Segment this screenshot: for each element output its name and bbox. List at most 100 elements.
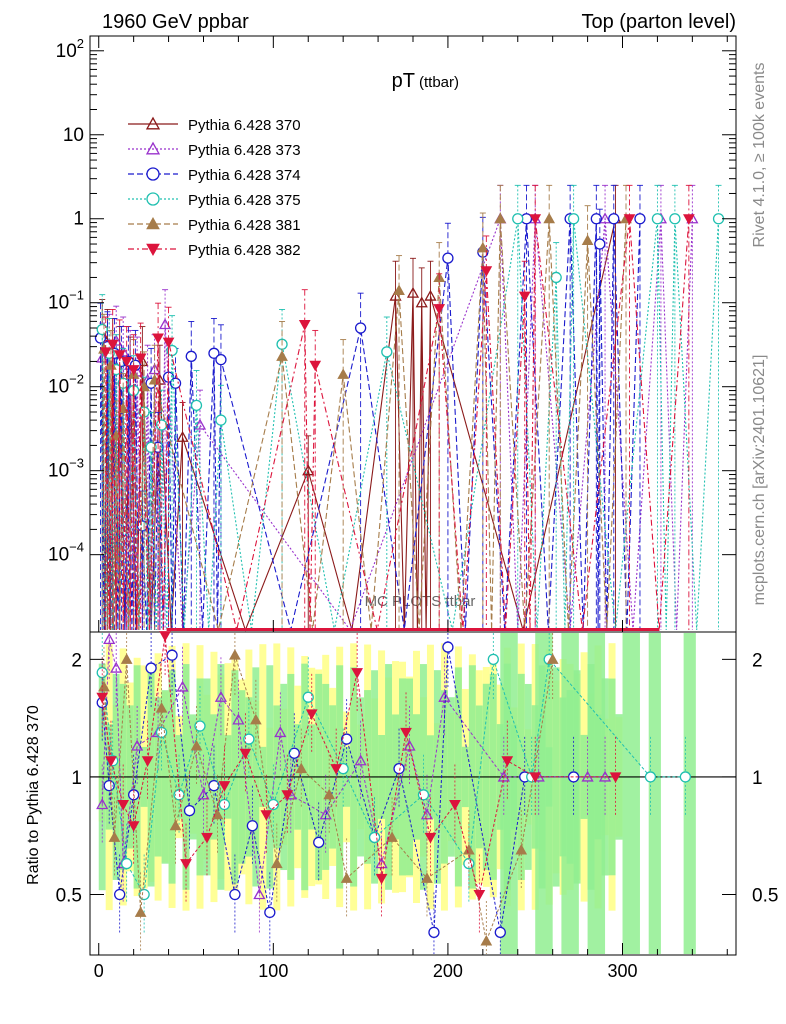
- ratio-point: [515, 843, 528, 855]
- ratio-band-green: [622, 633, 640, 954]
- data-point: [113, 350, 126, 361]
- data-point: [185, 350, 197, 362]
- ratio-point: [375, 873, 388, 885]
- data-point: [127, 365, 140, 376]
- clipped-marker: [211, 628, 216, 631]
- ratio-band-green: [500, 633, 518, 954]
- clipped-marker: [355, 628, 360, 631]
- clipped-marker: [596, 628, 601, 631]
- clipped-marker: [386, 628, 391, 631]
- clipped-marker: [571, 628, 576, 631]
- data-point: [406, 286, 420, 298]
- clipped-marker: [484, 628, 489, 631]
- clipped-marker: [487, 628, 492, 631]
- ratio-band-green: [561, 633, 579, 954]
- data-point: [590, 213, 602, 225]
- clipped-marker: [348, 628, 353, 631]
- ratio-point: [243, 733, 255, 745]
- clipped-marker: [243, 628, 248, 631]
- ratio-point: [138, 888, 150, 901]
- ratio-point: [96, 692, 109, 704]
- clipped-marker: [575, 628, 580, 631]
- ratio-point: [260, 810, 273, 821]
- ratio-band-green: [648, 633, 661, 954]
- clipped-marker: [424, 628, 429, 631]
- clipped-marker: [473, 628, 478, 631]
- series-line: [101, 218, 693, 632]
- clipped-marker: [449, 628, 454, 631]
- data-point: [302, 464, 315, 476]
- ratio-point: [421, 872, 433, 883]
- clipped-marker: [522, 628, 527, 631]
- clipped-marker: [505, 628, 510, 631]
- ratio-point: [214, 690, 228, 702]
- ratio-point: [341, 733, 353, 745]
- clipped-marker: [218, 628, 223, 631]
- clipped-marker: [236, 628, 241, 631]
- clipped-marker: [554, 628, 559, 631]
- data-point: [381, 346, 393, 358]
- data-point: [543, 212, 556, 224]
- data-point: [494, 212, 507, 224]
- clipped-marker: [585, 628, 590, 631]
- clipped-marker: [592, 628, 597, 631]
- clipped-marker: [529, 628, 534, 631]
- clipped-marker: [463, 628, 468, 631]
- data-point: [309, 360, 322, 372]
- clipped-marker: [452, 628, 457, 631]
- clipped-marker: [365, 628, 370, 631]
- data-point: [623, 214, 636, 225]
- plot-layer: 0 100 200 300 10−4 10−3 10−2 10−1 1 10 102 0.5 0.5 1 1…: [48, 35, 778, 981]
- ratio-point: [121, 857, 133, 870]
- ratio-point: [274, 726, 287, 738]
- clipped-marker: [491, 628, 496, 631]
- ratio-point: [351, 668, 363, 679]
- ratio-point: [305, 709, 318, 720]
- data-point: [529, 214, 542, 225]
- clipped-marker: [456, 628, 461, 631]
- clipped-marker: [344, 628, 349, 631]
- clipped-marker: [292, 628, 297, 631]
- ratio-band-green: [683, 633, 696, 954]
- clipped-marker: [246, 628, 251, 631]
- data-point: [190, 399, 203, 411]
- data-point: [120, 356, 133, 368]
- clipped-marker: [369, 628, 374, 631]
- clipped-marker: [225, 628, 230, 631]
- clipped-marker: [655, 628, 660, 631]
- ratio-point: [644, 771, 657, 783]
- clipped-marker: [250, 628, 255, 631]
- ratio-point: [253, 888, 266, 900]
- data-point: [598, 212, 612, 224]
- legend-marker: [146, 243, 160, 257]
- clipped-marker: [466, 628, 471, 631]
- clipped-marker: [630, 628, 635, 631]
- ratio-point: [281, 790, 294, 801]
- clipped-marker: [201, 628, 206, 631]
- clipped-marker: [257, 628, 262, 631]
- data-point: [176, 430, 189, 442]
- energy-label: 1960 GeV ppbar: [102, 11, 249, 33]
- data-point: [134, 353, 147, 364]
- clipped-marker: [397, 628, 402, 631]
- legend-label: Pythia 6.428 382: [188, 242, 301, 259]
- clipped-marker: [547, 628, 552, 631]
- ratio-point: [108, 831, 121, 842]
- ratio-point: [229, 649, 241, 660]
- y-tick-label: 10−1: [48, 288, 84, 314]
- clipped-marker: [274, 628, 279, 631]
- clipped-marker: [184, 628, 189, 631]
- clipped-marker: [191, 628, 196, 631]
- clipped-marker: [407, 628, 412, 631]
- ratio-point: [166, 649, 178, 661]
- ratio-point: [393, 763, 405, 775]
- clipped-marker: [316, 628, 321, 631]
- ratio-point: [463, 843, 475, 855]
- clipped-marker: [390, 628, 395, 631]
- legend-label: Pythia 6.428 375: [188, 192, 301, 209]
- clipped-marker: [404, 628, 409, 631]
- clipped-marker: [177, 628, 182, 631]
- ratio-point: [494, 926, 506, 939]
- ratio-point: [145, 662, 157, 674]
